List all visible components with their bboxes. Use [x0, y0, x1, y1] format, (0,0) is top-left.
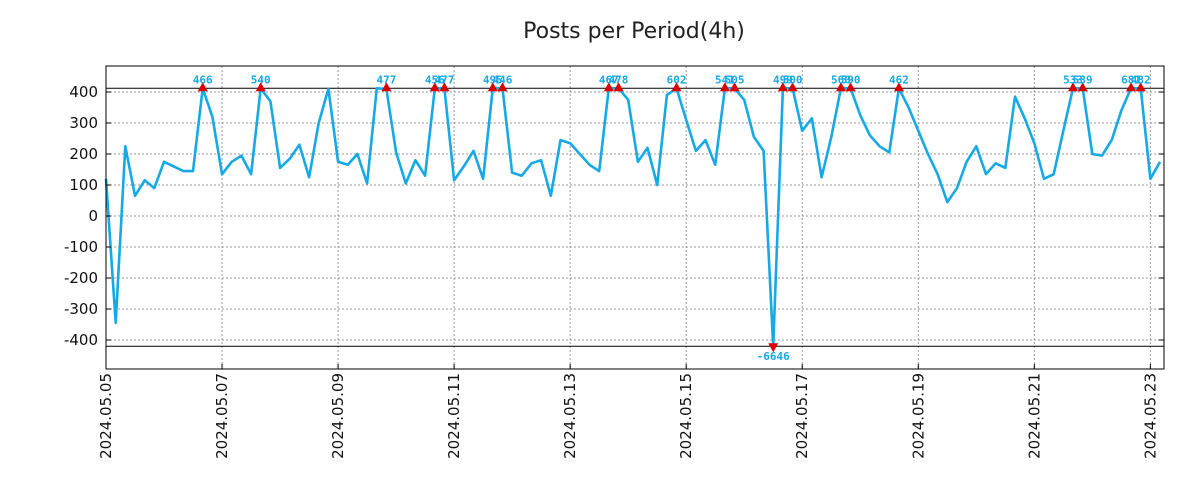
y-tick-label: -400 — [64, 331, 98, 349]
peak-label: 539 — [1073, 73, 1093, 86]
peak-label: 456 — [425, 73, 445, 86]
x-tick-label: 2024.05.21 — [1025, 373, 1043, 459]
peak-marker-up — [255, 82, 266, 92]
y-tick-label: 300 — [69, 114, 98, 132]
peak-marker-down — [768, 343, 779, 353]
y-tick-label: 100 — [69, 176, 98, 194]
peak-marker-up — [719, 82, 730, 92]
peak-label: 560 — [831, 73, 851, 86]
x-tick-label: 2024.05.11 — [445, 373, 463, 459]
peak-label: 477 — [376, 73, 396, 86]
peak-marker-up — [439, 82, 450, 92]
y-tick-label: 0 — [88, 207, 98, 225]
peak-label: 477 — [435, 73, 455, 86]
peak-label: 500 — [783, 73, 803, 86]
y-tick-label: 400 — [69, 83, 98, 101]
x-tick-label: 2024.05.05 — [97, 373, 115, 459]
peak-label: 499 — [773, 73, 793, 86]
y-tick-label: -200 — [64, 269, 98, 287]
peak-label: 478 — [609, 73, 629, 86]
peak-marker-up — [1126, 82, 1137, 92]
peak-label: 462 — [889, 73, 909, 86]
peak-label: 533 — [1063, 73, 1083, 86]
peak-markers — [197, 82, 1146, 353]
x-tick-label: 2024.05.23 — [1141, 373, 1159, 459]
x-tick-label: 2024.05.13 — [561, 373, 579, 459]
series-layer — [104, 87, 1162, 348]
y-tick-label: -100 — [64, 238, 98, 256]
peak-marker-up — [845, 82, 856, 92]
y-tick-label: -300 — [64, 300, 98, 318]
peak-label: 590 — [841, 73, 861, 86]
peak-label: 540 — [251, 73, 271, 86]
y-axis: -400 -300 -200 -100 0 100 200 300 400 — [64, 83, 1164, 349]
x-tick-label: 2024.05.15 — [677, 373, 695, 459]
peak-label: 505 — [725, 73, 745, 86]
plot-frame — [105, 65, 1165, 370]
peak-label: -6646 — [757, 350, 790, 363]
peak-label: 466 — [193, 73, 213, 86]
peak-marker-up — [729, 82, 740, 92]
peak-marker-up — [671, 82, 682, 92]
peak-marker-up — [1135, 82, 1146, 92]
x-axis: 2024.05.05 2024.05.07 2024.05.09 2024.05.11… — [97, 364, 1159, 459]
peak-label: 467 — [599, 73, 619, 86]
peak-marker-up — [381, 82, 392, 92]
peak-marker-up — [1077, 82, 1088, 92]
peak-marker-up — [777, 82, 788, 92]
x-tick-label: 2024.05.07 — [213, 373, 231, 459]
y-tick-label: 200 — [69, 145, 98, 163]
peak-marker-up — [613, 82, 624, 92]
peak-marker-up — [835, 82, 846, 92]
peak-label: 482 — [1131, 73, 1151, 86]
peak-label: 446 — [493, 73, 513, 86]
x-tick-label: 2024.05.17 — [793, 373, 811, 459]
series-line-posts — [104, 87, 1162, 348]
peak-label: 495 — [483, 73, 503, 86]
peak-marker-up — [487, 82, 498, 92]
peak-marker-up — [787, 82, 798, 92]
peak-marker-up — [429, 82, 440, 92]
peak-label: 681 — [1121, 73, 1141, 86]
peak-marker-up — [893, 82, 904, 92]
x-tick-label: 2024.05.19 — [909, 373, 927, 459]
peak-marker-up — [497, 82, 508, 92]
peak-marker-up — [603, 82, 614, 92]
peak-label: 541 — [715, 73, 735, 86]
peak-marker-up — [1068, 82, 1078, 92]
grid — [105, 66, 1164, 369]
x-tick-label: 2024.05.09 — [329, 373, 347, 459]
peak-label: 602 — [667, 73, 687, 86]
chart-title: Posts per Period(4h) — [523, 19, 745, 44]
clip-lines — [106, 87, 1164, 347]
peak-marker-up — [197, 82, 208, 92]
